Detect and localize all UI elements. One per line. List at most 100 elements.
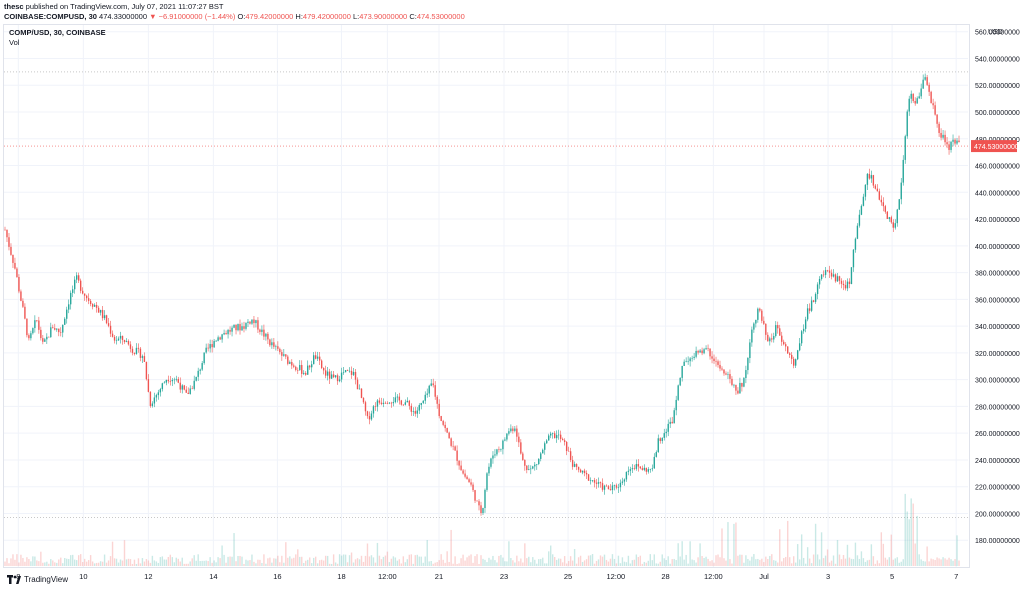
candle-body: [301, 365, 303, 374]
candle-body: [794, 359, 797, 366]
candle-body: [193, 380, 195, 389]
candle-body: [506, 433, 508, 440]
candle-body: [504, 439, 506, 441]
candle-body: [167, 379, 170, 382]
candle-body: [434, 385, 436, 397]
volume-bar: [46, 561, 48, 566]
candle-body: [153, 397, 156, 404]
candle-body: [806, 308, 809, 320]
candle-body: [534, 464, 536, 467]
volume-bar: [309, 557, 311, 566]
candle-body: [313, 355, 315, 365]
volume-bar: [392, 556, 395, 566]
candle-body: [639, 466, 642, 469]
candle-body: [311, 364, 313, 368]
candle-body: [792, 358, 795, 366]
volume-bar: [810, 563, 813, 566]
volume-bar: [731, 563, 733, 566]
volume-bar: [514, 562, 516, 566]
volume-bar: [743, 562, 745, 566]
candle-body: [667, 423, 669, 432]
candle-body: [645, 467, 648, 472]
high-label: H:: [295, 12, 303, 21]
low-value: 473.90000000: [359, 12, 408, 21]
volume-bar: [261, 563, 263, 566]
candle-body: [109, 325, 112, 334]
candle-body: [291, 362, 293, 366]
volume-bar: [502, 557, 504, 566]
volume-bar: [930, 558, 932, 566]
candle-body: [360, 388, 363, 398]
volume-bar: [181, 557, 183, 566]
candle-body: [661, 437, 663, 441]
candle-body: [458, 460, 460, 466]
candle-body: [143, 356, 146, 362]
volume-bar: [739, 554, 741, 566]
candle-body: [920, 88, 922, 97]
volume-bar: [757, 558, 759, 566]
volume-bar: [243, 563, 245, 566]
volume-bar: [830, 560, 833, 566]
x-tick-label: 7: [954, 572, 958, 581]
y-tick-label: 220.00000000: [975, 485, 1020, 492]
volume-bar: [316, 563, 319, 566]
volume-bar: [542, 557, 544, 566]
candle-body: [386, 403, 389, 404]
candle-body: [571, 459, 574, 467]
candle-body: [520, 442, 522, 454]
volume-bar: [719, 557, 721, 566]
candle-body: [536, 464, 538, 465]
candle-body: [245, 322, 247, 329]
volume-bar: [779, 529, 781, 566]
tradingview-brand[interactable]: TradingView: [7, 575, 68, 584]
volume-bar: [480, 555, 482, 566]
volume-bar: [207, 561, 209, 566]
volume-bar: [820, 532, 823, 566]
candle-body: [693, 356, 695, 358]
candle-body: [478, 501, 480, 506]
candle-body: [659, 438, 661, 441]
volume-bar: [48, 563, 50, 566]
volume-bar: [563, 556, 566, 566]
candle-body: [58, 328, 60, 333]
candle-body: [619, 482, 622, 488]
volume-bar: [358, 559, 361, 566]
volume-bar: [64, 557, 66, 566]
volume-bar: [211, 562, 213, 566]
volume-bar: [721, 528, 723, 566]
volume-bar: [265, 563, 267, 566]
volume-bar: [458, 563, 460, 566]
volume-bar: [832, 555, 835, 566]
candle-body: [6, 229, 8, 238]
candle-body: [605, 485, 608, 487]
volume-bar: [372, 557, 375, 566]
volume-bar: [787, 520, 789, 566]
chart-frame[interactable]: [3, 24, 970, 568]
candle-body: [745, 370, 747, 379]
candle-body: [464, 473, 466, 477]
candle-body: [123, 339, 126, 342]
candle-body: [307, 365, 309, 375]
volume-bar: [205, 560, 207, 566]
candle-body: [587, 474, 590, 481]
volume-bar: [263, 554, 265, 566]
volume-bar: [30, 561, 32, 566]
candle-body: [631, 468, 634, 470]
candle-body: [796, 350, 799, 360]
volume-bar: [62, 563, 64, 566]
candle-body: [338, 379, 341, 382]
volume-bar: [83, 558, 86, 566]
candle-body: [181, 385, 183, 390]
candle-body: [139, 348, 142, 358]
volume-bar: [765, 556, 767, 566]
candle-body: [456, 450, 458, 461]
candle-body: [514, 428, 516, 431]
candle-body: [117, 338, 120, 341]
candle-body: [60, 332, 62, 333]
candle-body: [233, 324, 235, 328]
volume-bar: [6, 558, 8, 566]
volume-bar: [848, 557, 851, 566]
y-tick-label: 440.00000000: [975, 190, 1020, 197]
volume-bar: [384, 555, 387, 566]
